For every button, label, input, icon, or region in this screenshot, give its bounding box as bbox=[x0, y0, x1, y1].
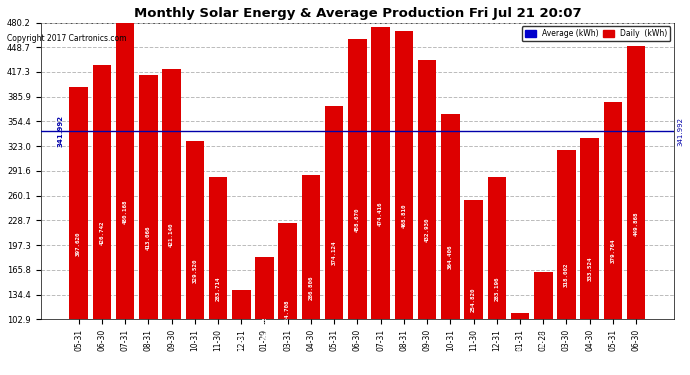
Bar bbox=[139, 75, 157, 375]
Bar bbox=[464, 200, 483, 375]
Text: Copyright 2017 Cartronics.com: Copyright 2017 Cartronics.com bbox=[7, 34, 126, 43]
Text: 421.140: 421.140 bbox=[169, 222, 174, 247]
Bar bbox=[488, 177, 506, 375]
Bar bbox=[186, 141, 204, 375]
Bar bbox=[604, 102, 622, 375]
Bar bbox=[255, 257, 274, 375]
Bar bbox=[92, 64, 111, 375]
Bar bbox=[627, 46, 645, 375]
Bar bbox=[395, 32, 413, 375]
Text: 374.124: 374.124 bbox=[332, 241, 337, 266]
Bar bbox=[580, 138, 599, 375]
Text: 329.520: 329.520 bbox=[193, 258, 197, 283]
Bar bbox=[418, 60, 436, 375]
Text: 341.992: 341.992 bbox=[57, 115, 63, 147]
Text: 224.708: 224.708 bbox=[285, 300, 290, 324]
Text: 413.066: 413.066 bbox=[146, 225, 151, 250]
Text: 254.820: 254.820 bbox=[471, 288, 476, 312]
Bar bbox=[279, 224, 297, 375]
Text: 364.406: 364.406 bbox=[448, 244, 453, 269]
Text: 162.778: 162.778 bbox=[541, 324, 546, 348]
Legend: Average (kWh), Daily  (kWh): Average (kWh), Daily (kWh) bbox=[522, 26, 671, 41]
Bar bbox=[209, 177, 227, 375]
Bar bbox=[511, 314, 529, 375]
Bar bbox=[116, 22, 135, 375]
Text: 139.816: 139.816 bbox=[239, 333, 244, 357]
Text: 458.670: 458.670 bbox=[355, 208, 360, 232]
Text: 397.620: 397.620 bbox=[76, 232, 81, 256]
Bar bbox=[534, 272, 553, 375]
Bar bbox=[371, 27, 390, 375]
Bar bbox=[302, 175, 320, 375]
Text: 474.416: 474.416 bbox=[378, 201, 383, 226]
Text: 432.930: 432.930 bbox=[424, 218, 430, 242]
Text: 449.868: 449.868 bbox=[633, 211, 639, 236]
Bar bbox=[70, 87, 88, 375]
Text: 480.168: 480.168 bbox=[123, 199, 128, 223]
Bar bbox=[558, 150, 575, 375]
Text: 468.810: 468.810 bbox=[402, 204, 406, 228]
Text: 283.714: 283.714 bbox=[215, 276, 221, 301]
Text: 181.982: 181.982 bbox=[262, 316, 267, 341]
Bar bbox=[325, 106, 344, 375]
Bar bbox=[348, 39, 366, 375]
Text: 426.742: 426.742 bbox=[99, 220, 104, 245]
Text: 283.196: 283.196 bbox=[494, 277, 500, 301]
Text: 110.342: 110.342 bbox=[518, 345, 522, 369]
Bar bbox=[441, 114, 460, 375]
Bar bbox=[162, 69, 181, 375]
Text: 286.806: 286.806 bbox=[308, 275, 313, 300]
Text: 379.764: 379.764 bbox=[611, 238, 615, 263]
Title: Monthly Solar Energy & Average Production Fri Jul 21 20:07: Monthly Solar Energy & Average Productio… bbox=[134, 7, 581, 20]
Text: 318.002: 318.002 bbox=[564, 263, 569, 287]
Text: 333.524: 333.524 bbox=[587, 257, 592, 281]
Bar bbox=[232, 290, 250, 375]
